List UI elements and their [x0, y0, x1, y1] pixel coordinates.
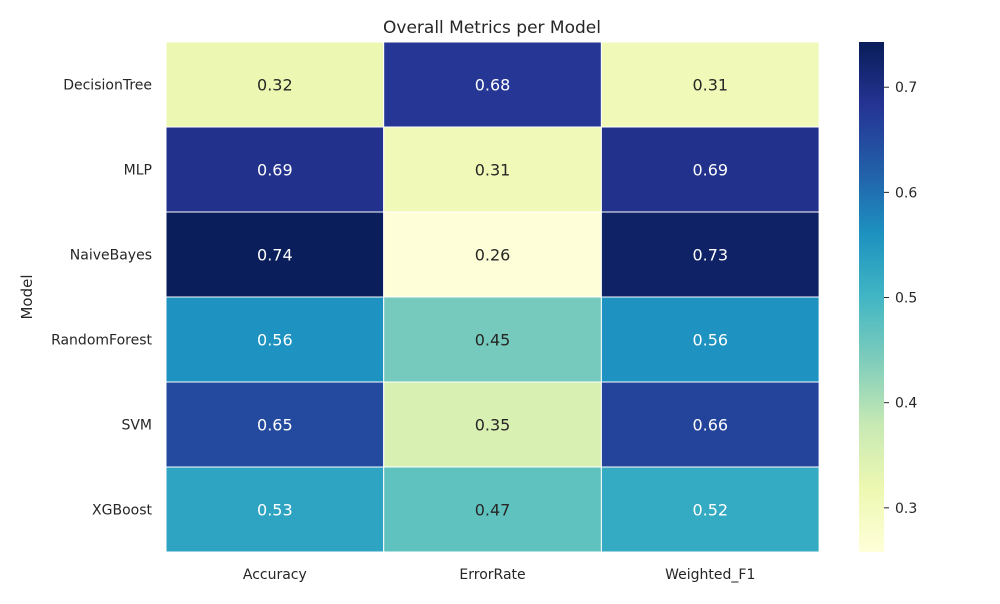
heatmap-cells: 0.32 0.68 0.31 0.69 0.31 0.69 0.74 0.26 0.73 0.56…: [165, 41, 820, 553]
colorbar-tick-label: 0.3: [895, 501, 917, 517]
heatmap-cell: [383, 466, 602, 553]
y-tick-labels: DecisionTree MLP NaiveBayes RandomForest SVM…: [51, 78, 152, 519]
heatmap-cell: [165, 466, 385, 553]
x-tick-labels: Accuracy ErrorRate Weighted_F1: [243, 567, 755, 583]
heatmap-cell: [600, 126, 820, 213]
cell-value-label: 0.74: [257, 246, 293, 265]
cell-value-label: 0.69: [692, 161, 728, 180]
heatmap-cell: [165, 296, 385, 383]
cell-value-label: 0.66: [692, 416, 728, 435]
colorbar-tick-label: 0.6: [895, 185, 917, 201]
heatmap-cell: [383, 381, 602, 468]
cell-value-label: 0.31: [692, 76, 728, 95]
colorbar-tick-label: 0.5: [895, 291, 917, 307]
colorbar-tick-label: 0.4: [895, 396, 917, 412]
cell-value-label: 0.69: [257, 161, 293, 180]
colorbar: 0.3 0.4 0.5 0.6 0.7: [859, 42, 917, 552]
heatmap-cell: [383, 126, 602, 213]
colorbar-tick-label: 0.7: [895, 80, 917, 96]
cell-value-label: 0.31: [475, 161, 511, 180]
heatmap-cell: [383, 211, 602, 298]
heatmap-cell: [165, 126, 385, 213]
colorbar-gradient: [859, 42, 884, 552]
heatmap-cell: [600, 41, 820, 128]
y-tick-label: RandomForest: [51, 333, 152, 349]
cell-value-label: 0.68: [475, 76, 511, 95]
heatmap-cell: [383, 41, 602, 128]
y-tick-label: DecisionTree: [63, 78, 152, 94]
heatmap-cell: [165, 41, 385, 128]
cell-value-label: 0.65: [257, 416, 293, 435]
cell-value-label: 0.73: [692, 246, 728, 265]
cell-value-label: 0.56: [257, 331, 293, 350]
heatmap-cell: [600, 296, 820, 383]
heatmap-cell: [165, 381, 385, 468]
cell-value-label: 0.45: [475, 331, 511, 350]
chart-title: Overall Metrics per Model: [383, 18, 601, 38]
cell-value-label: 0.47: [475, 501, 511, 520]
y-axis-label: Model: [18, 274, 36, 319]
y-tick-label: MLP: [124, 163, 152, 179]
x-tick-label: ErrorRate: [459, 567, 525, 583]
y-tick-label: NaiveBayes: [70, 248, 152, 264]
cell-value-label: 0.52: [692, 501, 728, 520]
cell-value-label: 0.53: [257, 501, 293, 520]
cell-value-label: 0.26: [475, 246, 511, 265]
cell-value-label: 0.32: [257, 76, 293, 95]
heatmap-cell: [600, 466, 820, 553]
x-tick-label: Weighted_F1: [665, 567, 755, 583]
cell-value-label: 0.35: [475, 416, 511, 435]
heatmap-cell: [600, 381, 820, 468]
cell-value-label: 0.56: [692, 331, 728, 350]
x-tick-label: Accuracy: [243, 567, 307, 583]
y-tick-label: XGBoost: [92, 503, 152, 519]
y-tick-label: SVM: [121, 418, 152, 434]
